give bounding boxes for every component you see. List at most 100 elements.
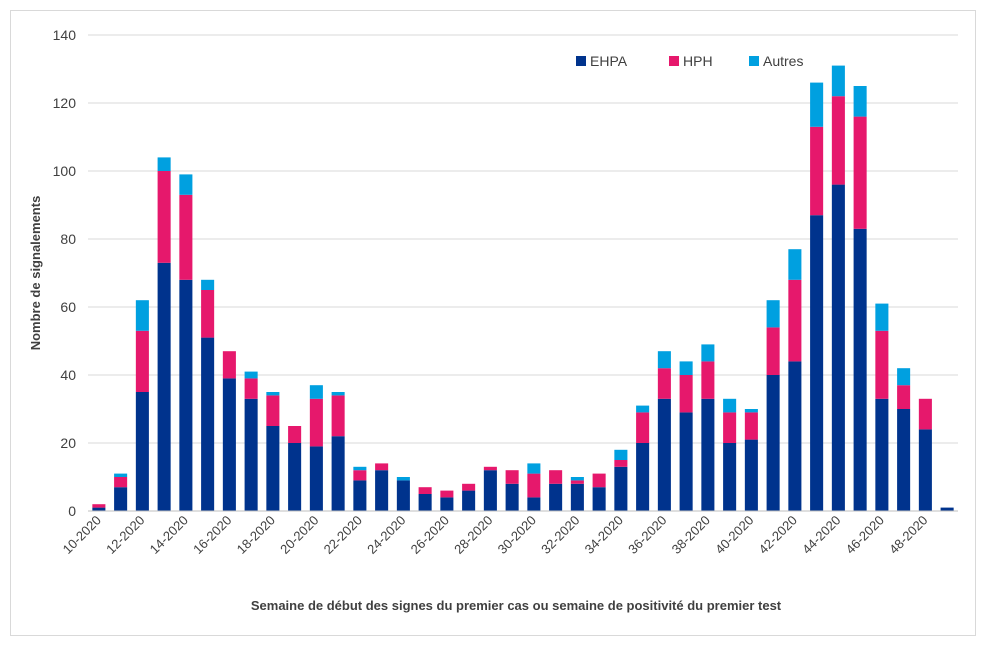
bar-segment-ehpa <box>331 436 345 511</box>
y-tick-label: 0 <box>68 503 76 519</box>
bar-segment-ehpa <box>288 443 302 511</box>
y-axis-title: Nombre de signalements <box>28 196 43 351</box>
legend-swatch-hph <box>669 56 679 66</box>
y-tick-label: 140 <box>53 27 77 43</box>
bar-segment-autres <box>831 65 845 97</box>
x-tick-label: 34-2020 <box>582 513 626 557</box>
bar-segment-hph <box>266 395 280 426</box>
bar-segment-ehpa <box>810 215 824 511</box>
bar-segment-ehpa <box>918 429 932 511</box>
legend-label: HPH <box>683 53 713 69</box>
x-axis: 10-2020 12-2020 14-2020 16-2020 18-2020 20-20… <box>60 510 958 557</box>
bars <box>92 65 954 512</box>
bar-segment-ehpa <box>462 490 476 511</box>
bar-segment-autres <box>244 371 258 379</box>
y-axis: 0 20 40 60 80 100 120 140 <box>53 27 77 519</box>
bar-segment-hph <box>788 279 802 362</box>
bar-segment-autres <box>614 449 628 460</box>
bar-segment-autres <box>875 303 889 331</box>
bar-segment-hph <box>527 473 541 498</box>
bar-segment-hph <box>723 412 737 443</box>
x-tick-label: 14-2020 <box>147 513 191 557</box>
bar-segment-ehpa <box>636 443 650 511</box>
bar-segment-ehpa <box>375 470 389 511</box>
bar-segment-hph <box>897 385 911 409</box>
x-tick-label: 30-2020 <box>495 513 539 557</box>
bar-segment-ehpa <box>483 470 497 511</box>
bar-segment-hph <box>288 426 302 443</box>
bar-segment-hph <box>592 473 606 488</box>
x-tick-label: 42-2020 <box>756 513 800 557</box>
x-tick-label: 48-2020 <box>886 513 930 557</box>
bar-segment-ehpa <box>853 228 867 512</box>
bar-segment-autres <box>723 398 737 413</box>
bar-segment-ehpa <box>222 378 236 511</box>
bar-segment-hph <box>679 375 693 413</box>
bar-segment-autres <box>309 385 323 399</box>
bar-segment-hph <box>614 460 628 467</box>
bar-segment-hph <box>875 330 889 399</box>
bar-segment-ehpa <box>831 184 845 511</box>
bar-segment-autres <box>657 351 671 369</box>
x-tick-label: 26-2020 <box>408 513 452 557</box>
bar-segment-hph <box>179 194 193 280</box>
bar-segment-hph <box>375 463 389 471</box>
bar-segment-ehpa <box>157 262 171 511</box>
bar-segment-autres <box>810 82 824 127</box>
bar-segment-autres <box>331 392 345 396</box>
x-tick-label: 18-2020 <box>234 513 278 557</box>
bar-segment-hph <box>570 480 584 484</box>
bar-segment-hph <box>744 412 758 440</box>
bar-segment-hph <box>657 368 671 399</box>
y-tick-label: 40 <box>60 367 76 383</box>
bar-segment-ehpa <box>723 443 737 511</box>
x-tick-label: 46-2020 <box>843 513 887 557</box>
x-tick-label: 40-2020 <box>712 513 756 557</box>
x-tick-label: 16-2020 <box>190 513 234 557</box>
bar-segment-hph <box>549 470 563 484</box>
bar-segment-ehpa <box>114 487 128 511</box>
legend-label: EHPA <box>590 53 628 69</box>
bar-segment-hph <box>331 395 345 437</box>
bar-segment-ehpa <box>179 279 193 511</box>
bar-segment-ehpa <box>309 446 323 511</box>
bar-segment-hph <box>831 96 845 185</box>
bar-segment-autres <box>527 463 541 474</box>
bar-segment-hph <box>810 126 824 216</box>
bar-segment-hph <box>157 171 171 263</box>
x-tick-label: 22-2020 <box>321 513 365 557</box>
bar-segment-autres <box>853 86 867 117</box>
bar-segment-autres <box>135 300 149 331</box>
bar-segment-autres <box>679 361 693 375</box>
x-tick-label: 20-2020 <box>277 513 321 557</box>
bar-segment-ehpa <box>570 483 584 511</box>
bar-segment-autres <box>788 249 802 280</box>
bar-segment-ehpa <box>92 507 106 511</box>
y-tick-label: 60 <box>60 299 76 315</box>
bar-segment-hph <box>636 412 650 443</box>
x-tick-label: 28-2020 <box>451 513 495 557</box>
bar-segment-ehpa <box>244 398 258 511</box>
bar-segment-autres <box>266 392 280 396</box>
legend-swatch-autres <box>749 56 759 66</box>
bar-segment-hph <box>114 477 128 488</box>
bar-segment-ehpa <box>744 439 758 511</box>
y-tick-label: 120 <box>53 95 77 111</box>
bar-segment-ehpa <box>657 398 671 511</box>
bar-segment-autres <box>157 157 171 171</box>
bar-segment-autres <box>744 409 758 413</box>
bar-segment-ehpa <box>614 466 628 511</box>
x-tick-label: 44-2020 <box>799 513 843 557</box>
bar-segment-hph <box>701 361 715 399</box>
bar-segment-ehpa <box>440 497 454 511</box>
x-axis-title: Semaine de début des signes du premier c… <box>251 598 782 613</box>
bar-segment-ehpa <box>788 361 802 511</box>
bar-segment-autres <box>114 473 128 477</box>
bar-segment-hph <box>505 470 519 484</box>
bar-segment-autres <box>766 300 780 328</box>
legend: EHPA HPH Autres <box>576 53 803 69</box>
y-tick-label: 100 <box>53 163 77 179</box>
bar-segment-hph <box>201 290 215 338</box>
bar-segment-hph <box>135 330 149 392</box>
